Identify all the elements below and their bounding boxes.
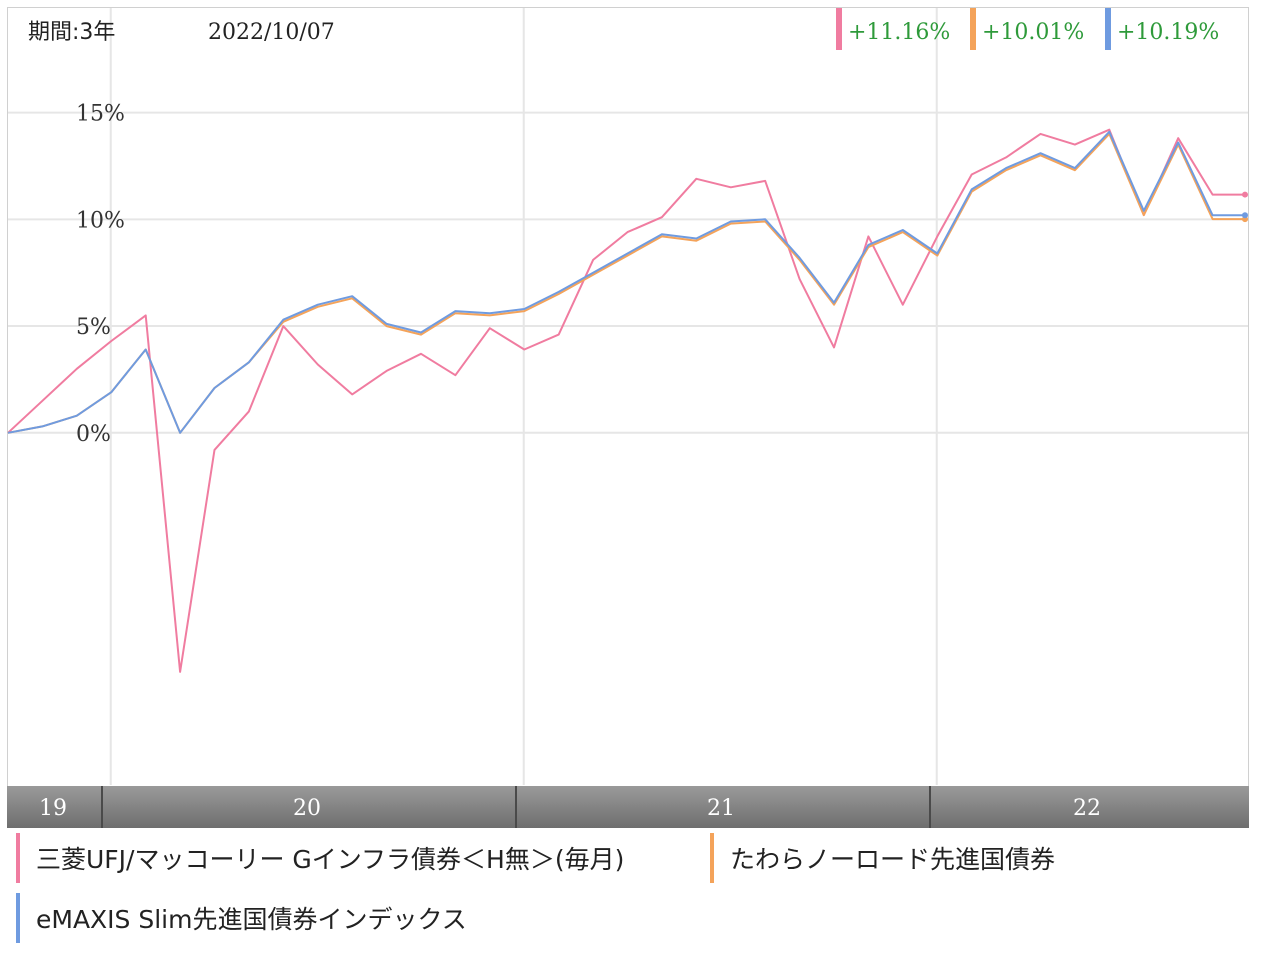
series-end-point-0 xyxy=(1242,191,1248,198)
return-value: +10.19% xyxy=(1117,20,1219,45)
grid-lines xyxy=(8,8,1248,785)
return-swatch xyxy=(836,8,842,50)
return-swatch xyxy=(970,8,976,50)
legend-swatch xyxy=(16,833,20,883)
return-value: +10.01% xyxy=(982,20,1084,45)
y-tick-label: 5% xyxy=(76,315,111,340)
legend-item-emaxis: eMAXIS Slim先進国債券インデックス xyxy=(16,892,467,944)
x-tick-label: 21 xyxy=(707,796,735,821)
legend-label: eMAXIS Slim先進国債券インデックス xyxy=(36,905,467,934)
series-line-0 xyxy=(7,128,1247,673)
date-label: 2022/10/07 xyxy=(208,20,335,45)
legend-label: 三菱UFJ/マッコーリー Gインフラ債券＜H無＞(毎月) xyxy=(36,845,625,874)
chart-frame: 15% 10% 5% 0% 期間:3年 2022/10/07 +11.16% +10.0… xyxy=(7,7,1249,828)
legend-swatch xyxy=(16,893,20,943)
series-line-2 xyxy=(7,130,1247,434)
legend-item-mufg-infra: 三菱UFJ/マッコーリー Gインフラ債券＜H無＞(毎月) xyxy=(16,832,624,884)
x-axis-band xyxy=(7,786,1249,828)
legend-swatch xyxy=(710,833,714,883)
x-tick-label: 19 xyxy=(39,796,67,821)
y-tick-label: 15% xyxy=(76,102,125,127)
return-swatch xyxy=(1105,8,1111,50)
legend-label: たわらノーロード先進国債券 xyxy=(730,845,1056,874)
x-tick-label: 20 xyxy=(293,796,321,821)
plot-border xyxy=(7,7,1249,828)
return-value: +11.16% xyxy=(848,20,950,45)
series-lines xyxy=(7,128,1248,673)
return-badges: +11.16% +10.01% +10.19% xyxy=(836,8,1219,50)
y-tick-labels: 15% 10% 5% 0% xyxy=(76,102,125,447)
legend-item-tawara: たわらノーロード先進国債券 xyxy=(710,832,1055,884)
legend: 三菱UFJ/マッコーリー Gインフラ債券＜H無＞(毎月) たわらノーロード先進国… xyxy=(0,830,1262,953)
series-end-point-2 xyxy=(1242,212,1248,219)
fund-performance-chart: 15% 10% 5% 0% 期間:3年 2022/10/07 +11.16% +10.0… xyxy=(7,7,1249,828)
x-axis-labels: 19 20 21 22 xyxy=(39,786,1101,828)
x-tick-label: 22 xyxy=(1073,796,1101,821)
y-tick-label: 10% xyxy=(76,208,125,233)
period-label: 期間:3年 xyxy=(28,20,115,45)
y-tick-label: 0% xyxy=(76,422,111,447)
